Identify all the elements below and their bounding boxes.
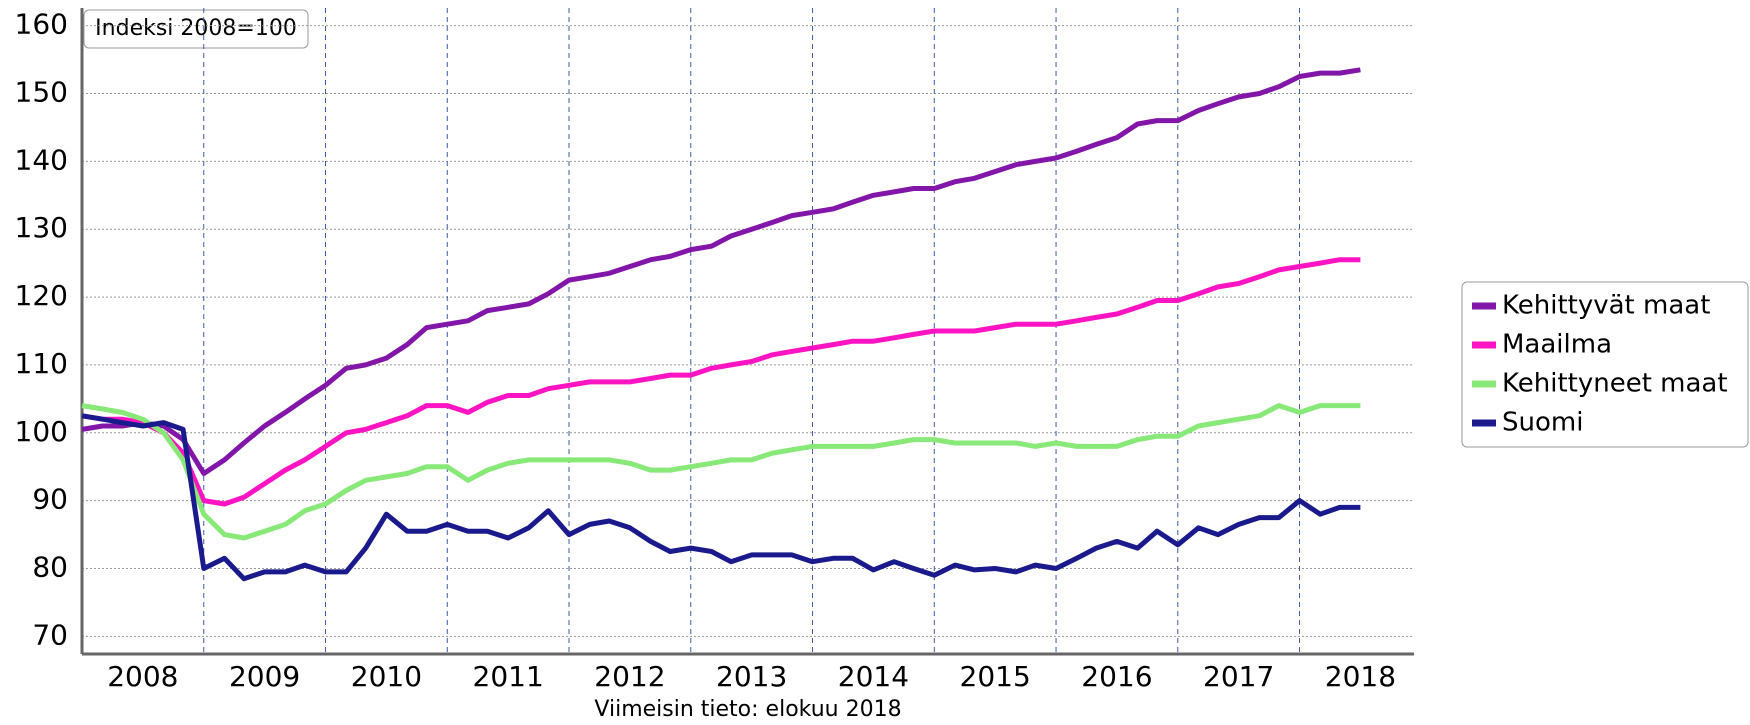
line <box>81 257 1361 507</box>
legend-label: Maailma <box>1502 330 1612 360</box>
x-tick-label: 2010 <box>351 660 422 693</box>
line <box>81 403 1361 541</box>
footnote: Viimeisin tieto: elokuu 2018 <box>594 697 901 721</box>
y-tick-label: 120 <box>15 279 68 312</box>
line <box>81 413 1361 582</box>
x-tick-label: 2012 <box>594 660 665 693</box>
y-tick-label: 110 <box>15 347 68 380</box>
legend-label: Kehittyneet maat <box>1502 369 1728 399</box>
y-tick-label: 130 <box>15 211 68 244</box>
line <box>81 67 1361 476</box>
y-tick-label: 70 <box>32 618 68 651</box>
y-tick-label: 90 <box>32 483 68 516</box>
annotation-box <box>83 9 309 49</box>
legend-label: Kehittyvät maat <box>1502 291 1710 321</box>
y-tick-label: 160 <box>15 8 68 41</box>
y-tick-label: 80 <box>32 551 68 584</box>
x-tick-label: 2008 <box>107 660 178 693</box>
y-tick-label: 100 <box>15 415 68 448</box>
x-tick-label: 2011 <box>473 660 544 693</box>
y-tick-label: 150 <box>15 76 68 109</box>
x-tick-label: 2013 <box>716 660 787 693</box>
x-tick-label: 2015 <box>960 660 1031 693</box>
legend-box <box>1461 281 1749 448</box>
x-tick-label: 2018 <box>1325 660 1396 693</box>
y-tick-label: 140 <box>15 143 68 176</box>
x-tick-label: 2017 <box>1203 660 1274 693</box>
x-tick-label: 2009 <box>229 660 300 693</box>
annotation: Indeksi 2008=100 <box>95 16 297 41</box>
x-tick-label: 2016 <box>1081 660 1152 693</box>
x-tick-label: 2014 <box>838 660 909 693</box>
legend-label: Suomi <box>1502 408 1583 438</box>
